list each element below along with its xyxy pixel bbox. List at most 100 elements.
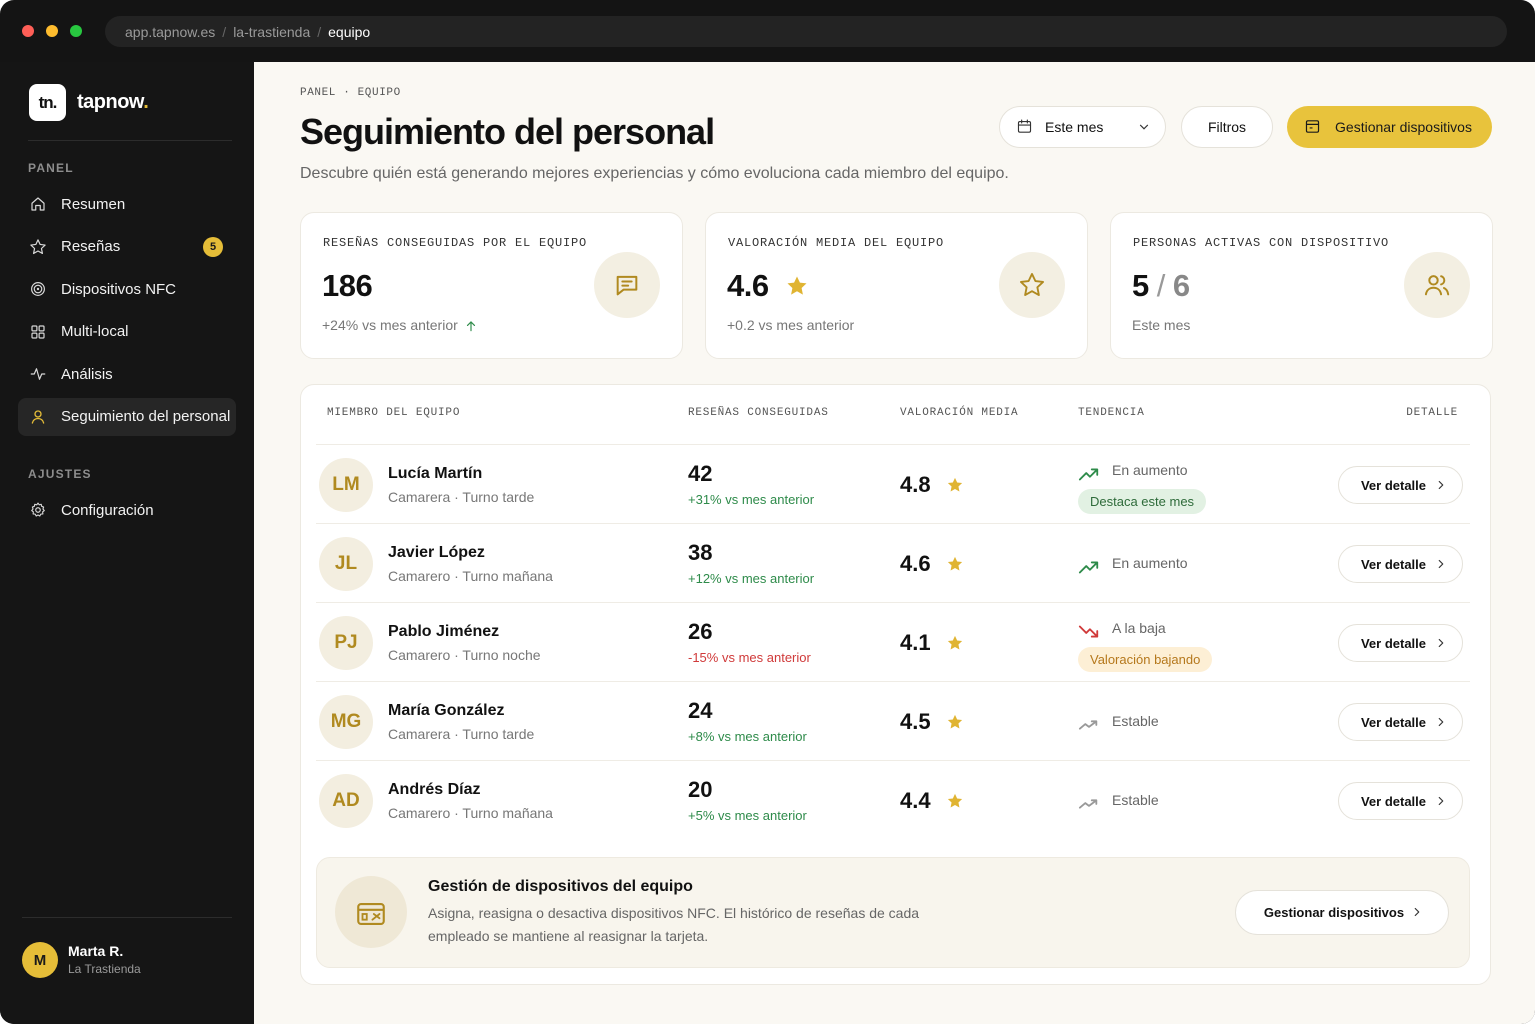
detail-chevron (1438, 559, 1444, 569)
period-select-label: Este mes (1045, 119, 1104, 135)
icon-part (1438, 796, 1444, 806)
user-avatar[interactable]: M (22, 942, 58, 978)
detail-button-label: Ver detalle (1360, 556, 1427, 572)
icon-part (371, 913, 381, 921)
review-change: -15% vs mes anterior (688, 649, 811, 665)
brand-dot: . (143, 91, 149, 113)
icon-part (31, 324, 38, 331)
icon-part (31, 197, 45, 211)
detail-button[interactable]: Ver detalle (1338, 782, 1463, 820)
kpi-note: +0.2 vs mes anterior (727, 317, 855, 334)
trend-icon (1078, 468, 1099, 481)
logo-mark: tn. (29, 84, 66, 121)
row-divider (316, 523, 1470, 524)
kpi-value: 4.6 (727, 264, 977, 308)
brand: tapnow. (77, 88, 227, 116)
review-count: 42 (688, 460, 713, 486)
kpi-note: Este mes (1132, 317, 1191, 334)
icon-part (30, 238, 46, 254)
rating-star (947, 556, 963, 571)
filters-button[interactable]: Filtros (1181, 106, 1273, 148)
column-header: VALORACIÓN MEDIA (900, 407, 1019, 420)
detail-chevron (1438, 796, 1444, 806)
row-divider (316, 681, 1470, 682)
trend-label: En aumento (1112, 462, 1188, 479)
member-initials: JL (334, 553, 358, 574)
rating-value: 4.6 (900, 550, 931, 576)
devices-button[interactable]: Gestionar dispositivos (1235, 890, 1449, 935)
window-control[interactable] (22, 25, 34, 37)
member-role: Camarero · Turno mañana (388, 805, 553, 822)
nav-item[interactable] (18, 185, 236, 223)
icon-part (947, 793, 963, 808)
devices-icon-bg (335, 876, 407, 948)
icon-part (38, 324, 45, 331)
nav-label: Seguimiento del personal (61, 408, 231, 425)
trend-label: Estable (1112, 792, 1159, 809)
detail-button-label: Ver detalle (1360, 635, 1427, 651)
trend-icon (1078, 625, 1099, 638)
address-bar[interactable]: app.tapnow.es / la-trastienda / equipo (105, 16, 1507, 47)
primary-button[interactable]: Gestionar dispositivos (1287, 106, 1492, 148)
member-avatar: AD (319, 774, 373, 828)
trend-icon (1078, 561, 1099, 574)
icon-part (31, 502, 45, 517)
column-header: RESEÑAS CONSEGUIDAS (688, 407, 829, 420)
nav-item-active[interactable] (18, 397, 236, 436)
device-icon (1305, 120, 1320, 133)
review-count: 24 (688, 697, 713, 723)
logo-mark-text: tn. (38, 92, 58, 112)
devices-icon (357, 903, 385, 925)
member-initials: MG (330, 711, 362, 732)
column-header: DETALLE (1406, 407, 1458, 420)
icon-part (787, 276, 807, 295)
icon-part (1017, 119, 1032, 126)
trend-tag: Destaca este mes (1078, 489, 1207, 514)
row-divider (316, 760, 1470, 761)
icon-part (1078, 720, 1098, 730)
icon-part (1305, 120, 1320, 133)
icon-part (1139, 124, 1149, 130)
trend-label: En aumento (1112, 555, 1188, 572)
url-segment: la-trastienda (233, 23, 311, 40)
icon-part (1078, 625, 1099, 638)
member-name: Andrés Díaz (388, 780, 481, 798)
kpi-value-text: 5 (1132, 268, 1149, 303)
member-role: Camarero · Turno mañana (388, 568, 553, 585)
trend-tag-text: Valoración bajando (1090, 652, 1201, 667)
column-header: MIEMBRO DEL EQUIPO (327, 407, 461, 420)
review-change: +5% vs mes anterior (688, 807, 807, 823)
nav-label: Multi-local (61, 323, 129, 340)
sidebar-divider (28, 140, 232, 141)
trend-tag: Valoración bajando (1078, 647, 1213, 672)
window-control[interactable] (46, 25, 58, 37)
icon-part (1424, 286, 1443, 296)
icon-part (1306, 123, 1319, 129)
nav-label: Reseñas (61, 238, 121, 255)
nav-item[interactable] (18, 355, 236, 393)
dropdown-chevron (1139, 124, 1149, 130)
icon-part (1438, 559, 1444, 569)
review-count: 26 (688, 618, 713, 644)
nav-label: Resumen (61, 195, 126, 213)
user-location: La Trastienda (68, 961, 141, 976)
url-separator: / (222, 23, 227, 40)
period-select[interactable]: Este mes (999, 106, 1166, 148)
kpi-note: +24% vs mes anterior (322, 317, 458, 334)
icon-part (1078, 468, 1099, 481)
icon-part (947, 635, 963, 650)
kpi-value-text: 186 (322, 268, 373, 303)
icon-part (1438, 638, 1444, 648)
detail-button-label: Ver detalle (1360, 477, 1427, 493)
nav-icon (31, 409, 45, 424)
nav-section-title: PANEL (28, 160, 74, 175)
devices-description: Asigna, reasigna o desactiva dispositivo… (428, 905, 920, 944)
icon-part (38, 332, 45, 339)
member-role: Camarera · Turno tarde (388, 726, 535, 743)
member-avatar: JL (319, 537, 373, 591)
url-host: app.tapnow.es (125, 23, 216, 40)
icon-part (947, 477, 963, 492)
window-control[interactable] (70, 25, 82, 37)
review-count: 20 (688, 776, 713, 802)
kpi-icon (616, 275, 638, 296)
